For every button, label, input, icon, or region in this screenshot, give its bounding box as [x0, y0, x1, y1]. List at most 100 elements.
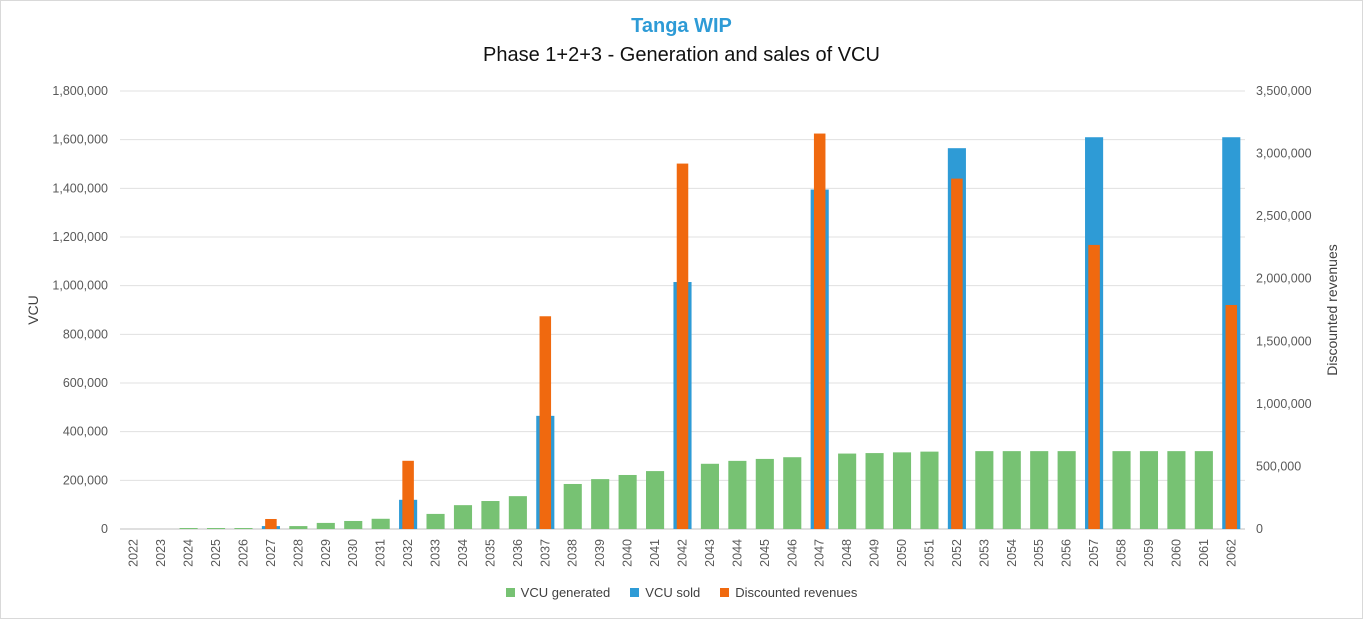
legend-item-discounted-revenues: Discounted revenues: [720, 585, 857, 600]
bar-vcu-generated: [316, 522, 335, 529]
x-tick-label: 2038: [566, 539, 580, 567]
x-tick-label: 2046: [785, 539, 799, 567]
bar-vcu-generated: [508, 496, 527, 529]
y2-axis-title: Discounted revenues: [1324, 244, 1340, 376]
bar-vcu-generated: [344, 520, 363, 529]
legend-swatch-discounted-revenues: [720, 588, 730, 597]
y-tick-label: 1,600,000: [52, 133, 108, 147]
bar-vcu-generated: [206, 528, 226, 529]
y-tick-label: 1,000,000: [52, 279, 108, 293]
x-tick-label: 2062: [1224, 539, 1238, 567]
bar-vcu-generated: [1030, 451, 1049, 529]
y2-tick-label: 3,000,000: [1256, 147, 1312, 161]
bar-discounted-revenues: [676, 163, 689, 529]
x-tick-label: 2034: [456, 539, 470, 567]
bar-vcu-generated: [591, 479, 610, 529]
bar-vcu-generated: [755, 458, 774, 529]
x-tick-label: 2053: [977, 539, 991, 567]
x-tick-label: 2056: [1060, 539, 1074, 567]
x-tick-label: 2051: [922, 539, 936, 567]
bar-vcu-generated: [1112, 451, 1131, 529]
y-tick-label: 800,000: [63, 327, 108, 341]
x-tick-label: 2036: [511, 539, 525, 567]
legend-item-vcu-sold: VCU sold: [630, 585, 700, 600]
y2-tick-label: 1,000,000: [1256, 397, 1312, 411]
x-tick-label: 2054: [1005, 539, 1019, 567]
chart-title: Tanga WIP: [631, 15, 732, 37]
x-tick-label: 2037: [538, 539, 552, 567]
bar-vcu-generated: [1057, 451, 1076, 529]
y2-tick-label: 1,500,000: [1256, 334, 1312, 348]
x-tick-label: 2044: [730, 539, 744, 567]
y2-tick-label: 2,500,000: [1256, 209, 1312, 223]
y-tick-label: 1,200,000: [52, 230, 108, 244]
bar-discounted-revenues: [813, 133, 826, 529]
legend-swatch-vcu-generated: [505, 588, 515, 597]
legend-label-discounted-revenues: Discounted revenues: [735, 585, 858, 600]
bar-vcu-generated: [892, 452, 912, 529]
x-tick-label: 2048: [840, 539, 854, 567]
x-tick-label: 2060: [1169, 539, 1183, 567]
y-tick-label: 400,000: [63, 425, 108, 439]
x-tick-label: 2043: [703, 539, 717, 567]
x-tick-label: 2035: [483, 539, 497, 567]
x-tick-label: 2025: [209, 539, 223, 567]
bar-vcu-generated: [865, 453, 884, 529]
x-tick-label: 2028: [291, 539, 305, 567]
bar-discounted-revenues: [265, 518, 277, 529]
x-tick-label: 2027: [264, 539, 278, 567]
bar-vcu-generated: [453, 505, 473, 529]
bar-vcu-generated: [920, 451, 939, 529]
bar-vcu-generated: [289, 526, 308, 529]
bar-vcu-generated: [700, 463, 719, 529]
y2-tick-label: 0: [1256, 522, 1263, 536]
bar-vcu-generated: [618, 474, 637, 529]
y-tick-label: 1,400,000: [52, 181, 108, 195]
x-tick-label: 2045: [758, 539, 772, 567]
x-tick-label: 2049: [868, 539, 882, 567]
bar-vcu-generated: [371, 518, 390, 529]
x-tick-label: 2033: [429, 539, 443, 567]
x-tick-label: 2040: [621, 539, 635, 567]
bar-discounted-revenues: [1088, 244, 1100, 529]
x-tick-label: 2057: [1087, 539, 1101, 567]
x-tick-label: 2047: [813, 539, 827, 567]
bar-vcu-generated: [838, 453, 857, 529]
y2-tick-label: 2,000,000: [1256, 272, 1312, 286]
y2-tick-label: 3,500,000: [1256, 84, 1312, 98]
x-tick-label: 2029: [319, 539, 333, 567]
x-tick-label: 2024: [182, 539, 196, 567]
bar-discounted-revenues: [951, 178, 963, 529]
bar-vcu-generated: [1194, 451, 1213, 529]
bar-vcu-generated: [563, 483, 582, 529]
x-tick-label: 2052: [950, 539, 964, 567]
chart-legend: VCU generated VCU sold Discounted revenu…: [0, 585, 1363, 600]
legend-swatch-vcu-sold: [630, 588, 640, 597]
bar-discounted-revenues: [1225, 304, 1238, 529]
y-tick-label: 600,000: [63, 376, 108, 390]
bar-vcu-generated: [179, 528, 198, 529]
x-tick-label: 2042: [676, 539, 690, 567]
bar-vcu-generated: [728, 460, 747, 529]
x-tick-label: 2023: [154, 539, 168, 567]
bar-vcu-generated: [975, 451, 994, 529]
x-tick-label: 2058: [1115, 539, 1129, 567]
bar-vcu-generated: [1002, 451, 1021, 529]
bar-discounted-revenues: [539, 316, 552, 529]
bar-vcu-generated: [1167, 451, 1186, 529]
x-tick-label: 2030: [346, 539, 360, 567]
bar-vcu-generated: [426, 513, 445, 529]
bar-discounted-revenues: [402, 460, 414, 529]
bar-vcu-generated: [481, 501, 500, 529]
legend-label-vcu-generated: VCU generated: [520, 585, 611, 600]
legend-item-vcu-generated: VCU generated: [505, 585, 611, 600]
bar-vcu-generated: [234, 528, 253, 529]
x-tick-label: 2032: [401, 539, 415, 567]
y2-tick-label: 500,000: [1256, 459, 1301, 473]
chart-subtitle: Phase 1+2+3 - Generation and sales of VC…: [483, 44, 880, 66]
x-tick-label: 2050: [895, 539, 909, 567]
y-tick-label: 1,800,000: [52, 84, 108, 98]
x-tick-label: 2031: [374, 539, 388, 567]
y-axis-title: VCU: [25, 295, 41, 325]
